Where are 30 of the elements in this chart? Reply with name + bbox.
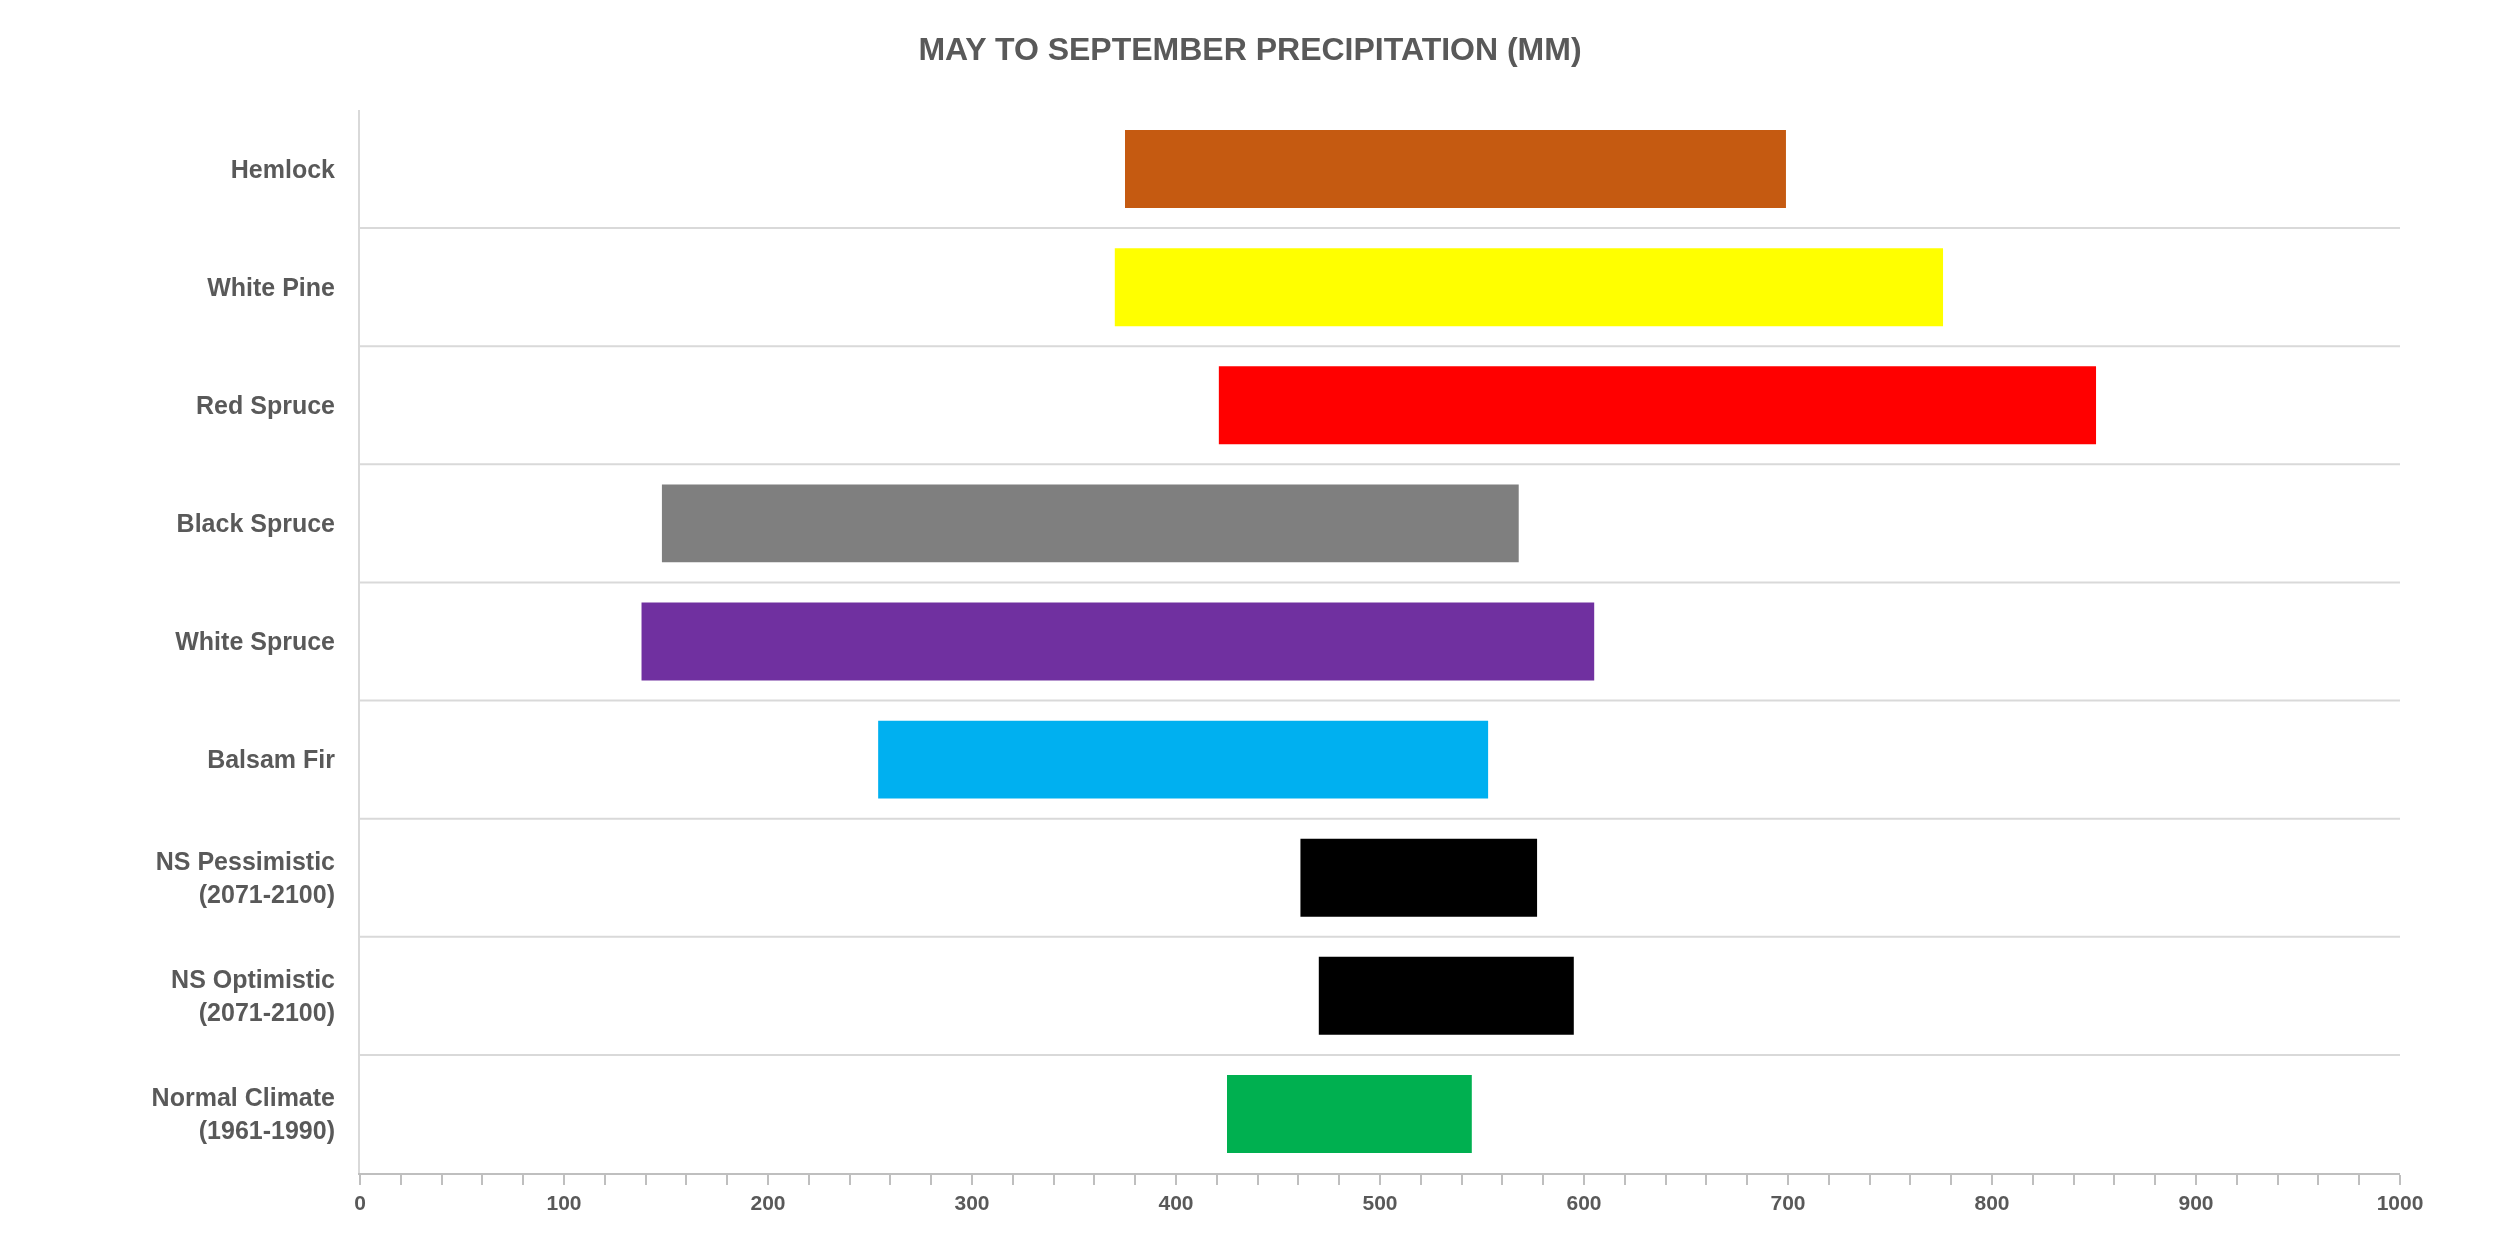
y-tick-label: NS Pessimistic (2071-2100) bbox=[155, 847, 336, 908]
y-tick-label: Normal Climate (1961-1990) bbox=[151, 1083, 336, 1144]
bar bbox=[1318, 956, 1574, 1035]
x-tick-label: 800 bbox=[1974, 1191, 2010, 1215]
x-tick-label: 400 bbox=[1158, 1191, 1194, 1215]
x-tick-label: 600 bbox=[1566, 1191, 1602, 1215]
y-tick-label: Hemlock bbox=[230, 154, 336, 183]
x-tick-label: 0 bbox=[354, 1191, 366, 1215]
bar bbox=[1125, 130, 1786, 209]
x-tick-label: 200 bbox=[750, 1191, 786, 1215]
bar bbox=[1114, 248, 1944, 327]
y-tick-label: Red Spruce bbox=[196, 391, 336, 420]
y-tick-label: NS Optimistic (2071-2100) bbox=[171, 965, 336, 1026]
bar bbox=[641, 602, 1595, 681]
x-tick-label: 1000 bbox=[2376, 1191, 2424, 1215]
x-tick-label: 300 bbox=[954, 1191, 990, 1215]
x-tick-label: 900 bbox=[2178, 1191, 2214, 1215]
bar bbox=[1218, 366, 2097, 445]
bar bbox=[1300, 838, 1538, 917]
bar bbox=[661, 484, 1519, 563]
y-tick-label: White Spruce bbox=[175, 627, 336, 656]
x-tick-label: 500 bbox=[1362, 1191, 1398, 1215]
y-tick-label: Black Spruce bbox=[176, 509, 336, 538]
x-tick-label: 700 bbox=[1770, 1191, 1806, 1215]
x-tick-label: 100 bbox=[546, 1191, 582, 1215]
y-tick-label: Balsam Fir bbox=[207, 745, 336, 774]
bar bbox=[1227, 1074, 1472, 1153]
chart-title: MAY TO SEPTEMBER PRECIPITATION (MM) bbox=[918, 30, 1582, 67]
y-tick-label: White Pine bbox=[207, 272, 336, 301]
bar bbox=[878, 720, 1489, 799]
